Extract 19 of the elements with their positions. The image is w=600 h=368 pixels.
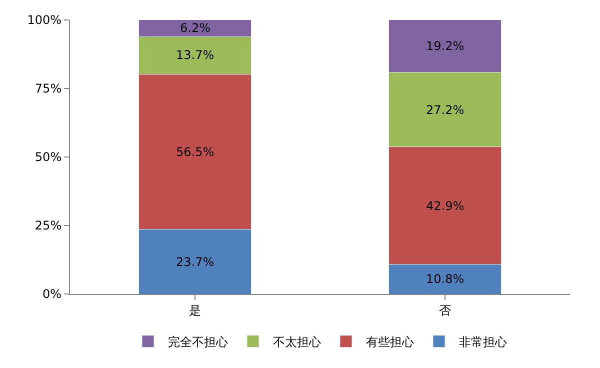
- legend-label: 有些担心: [366, 335, 414, 350]
- data-label: 6.2%: [180, 21, 210, 35]
- y-tick-label: 0%: [42, 287, 62, 302]
- data-label: 42.9%: [426, 199, 464, 213]
- data-label: 56.5%: [176, 145, 214, 159]
- x-tick-label: 否: [439, 303, 451, 318]
- x-tick-label: 是: [189, 303, 201, 318]
- data-label: 13.7%: [176, 48, 214, 62]
- y-tick-label: 25%: [34, 218, 62, 233]
- y-tick-label: 50%: [34, 150, 62, 164]
- y-tick-label: 75%: [34, 82, 62, 96]
- legend-label: 非常担心: [459, 335, 507, 350]
- legend-label: 完全不担心: [168, 335, 228, 350]
- legend-label: 不太担心: [273, 335, 321, 350]
- y-tick-label: 100%: [27, 13, 62, 28]
- data-label: 19.2%: [426, 39, 464, 53]
- data-label: 23.7%: [176, 255, 214, 269]
- data-label: 10.8%: [426, 272, 464, 286]
- data-label: 27.2%: [426, 103, 464, 117]
